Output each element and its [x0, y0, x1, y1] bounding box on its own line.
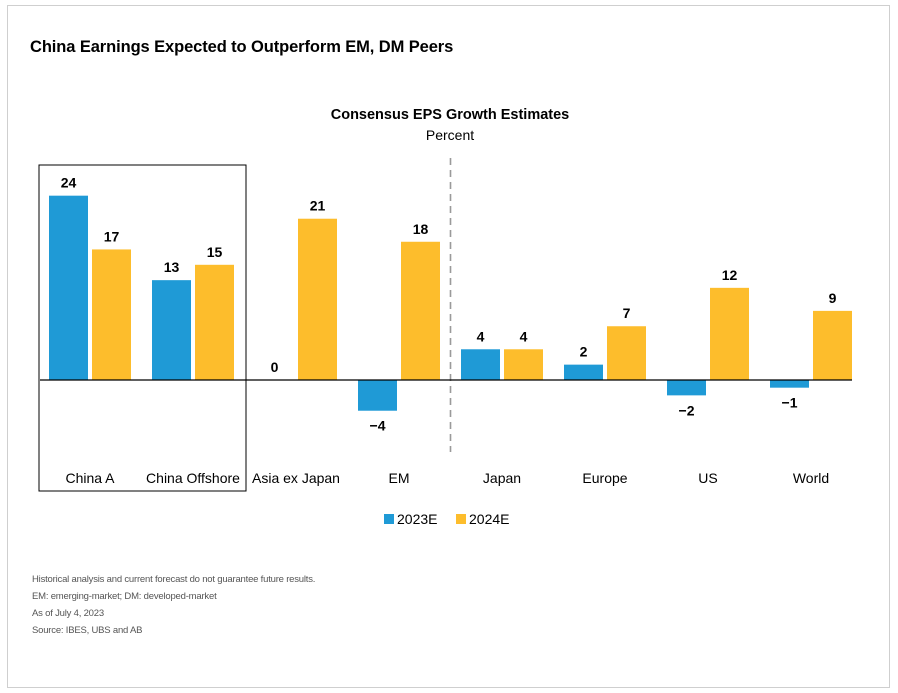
legend-swatch-2023e	[384, 514, 394, 524]
data-label-2024e-us: 12	[722, 267, 738, 283]
category-label-europe: Europe	[582, 470, 627, 486]
data-label-2023e-us: −2	[679, 402, 695, 418]
footnote-date: As of July 4, 2023	[32, 608, 104, 619]
data-label-2024e-japan: 4	[520, 328, 528, 344]
data-label-2023e-asia-ex-japan: 0	[271, 359, 279, 375]
legend-swatch-2024e	[456, 514, 466, 524]
data-label-2024e-europe: 7	[623, 305, 631, 321]
highlight-box	[38, 164, 247, 492]
bar-2024e-china-a	[92, 249, 131, 380]
category-label-china-a: China A	[65, 470, 115, 486]
chart-title: Consensus EPS Growth Estimates	[331, 107, 570, 123]
category-label-em: EM	[389, 470, 410, 486]
data-label-2024e-china-a: 17	[104, 228, 120, 244]
legend-label-2023e: 2023E	[397, 511, 437, 527]
footnotes: Historical analysis and current forecast…	[32, 571, 315, 639]
figure-frame	[7, 5, 890, 688]
bar-2024e-em	[401, 241, 440, 380]
category-label-world: World	[793, 470, 829, 486]
footnote-disclaimer: Historical analysis and current forecast…	[32, 574, 316, 585]
data-label-2023e-world: −1	[782, 395, 798, 411]
bar-2024e-us	[710, 287, 749, 380]
page-title: China Earnings Expected to Outperform EM…	[30, 38, 454, 56]
category-label-japan: Japan	[483, 470, 521, 486]
bar-2024e-europe	[607, 326, 646, 380]
data-label-2024e-world: 9	[829, 290, 837, 306]
chart-subtitle: Percent	[426, 127, 474, 143]
category-label-china-offshore: China Offshore	[146, 470, 240, 486]
bar-2024e-china-offshore	[195, 264, 234, 380]
bar-2023e-china-offshore	[152, 280, 191, 380]
bar-2024e-asia-ex-japan	[298, 218, 337, 380]
bar-2023e-em	[358, 380, 397, 411]
footnote-abbreviations: EM: emerging-market; DM: developed-marke…	[32, 591, 217, 602]
plot-area: 24 13 0 −4 4 2 −2 −1 17 15 21 18 4 7 12 9 China A China O…	[38, 158, 852, 492]
data-label-2023e-china-a: 24	[61, 175, 77, 191]
legend: 2023E 2024E	[384, 511, 509, 527]
bar-2024e-world	[813, 310, 852, 380]
data-label-2024e-asia-ex-japan: 21	[310, 198, 326, 214]
bar-2023e-world	[770, 380, 809, 388]
footnote-source: Source: IBES, UBS and AB	[32, 625, 143, 636]
data-label-2024e-china-offshore: 15	[207, 244, 223, 260]
data-label-2024e-em: 18	[413, 221, 429, 237]
data-label-2023e-japan: 4	[477, 328, 485, 344]
bar-2023e-europe	[564, 364, 603, 380]
data-label-2023e-europe: 2	[580, 344, 588, 360]
bar-2023e-china-a	[49, 195, 88, 380]
legend-label-2024e: 2024E	[469, 511, 509, 527]
category-label-us: US	[698, 470, 717, 486]
data-label-2023e-em: −4	[370, 418, 386, 434]
bar-2024e-japan	[504, 349, 543, 380]
bar-2023e-us	[667, 380, 706, 396]
data-label-2023e-china-offshore: 13	[164, 259, 180, 275]
category-label-asia-ex-japan: Asia ex Japan	[252, 470, 340, 486]
bar-2023e-japan	[461, 349, 500, 380]
